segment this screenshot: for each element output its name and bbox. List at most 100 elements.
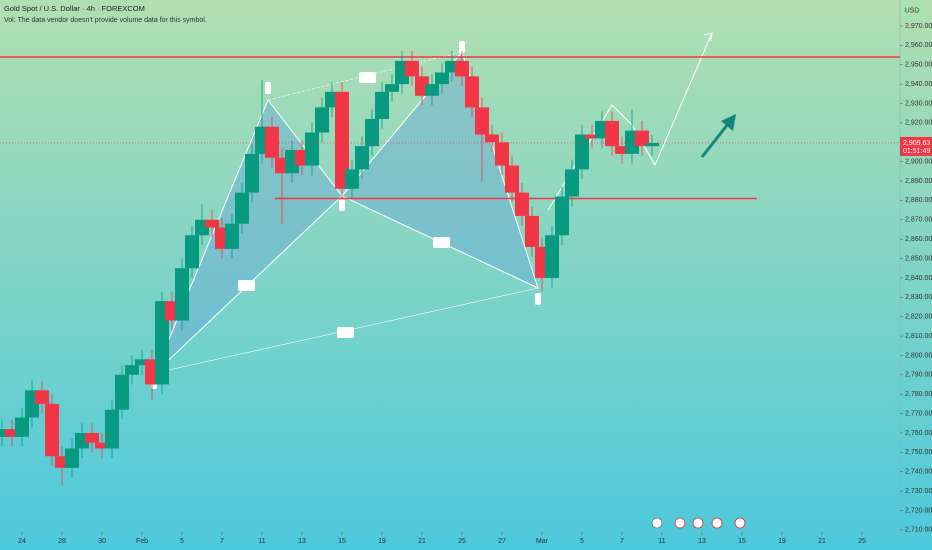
candle-body	[5, 429, 19, 437]
y-tick-label: 2,820.00	[905, 314, 932, 321]
candle-body	[335, 91, 349, 189]
candle-body	[125, 365, 139, 375]
candle-body	[645, 142, 659, 147]
candle-body	[545, 235, 559, 278]
candle-body	[445, 60, 459, 73]
candle-body	[135, 359, 149, 366]
candle-body	[205, 219, 219, 228]
candle-body	[515, 192, 529, 216]
candle-body	[435, 72, 449, 85]
pattern-label	[337, 327, 354, 338]
event-icon	[734, 517, 746, 529]
y-tick-label: 2,750.00	[905, 449, 932, 456]
candle-body	[355, 146, 369, 170]
unit-box	[902, 2, 922, 18]
candle-body	[585, 134, 599, 139]
y-tick-label: 2,840.00	[905, 275, 932, 282]
candle-body	[65, 448, 79, 468]
candle-body	[15, 417, 29, 437]
y-tick-label: 2,770.00	[905, 410, 932, 417]
y-tick-label: 2,730.00	[905, 488, 932, 495]
trend-arrow	[700, 123, 730, 158]
candle-body	[95, 442, 109, 449]
y-tick-label: 2,870.00	[905, 217, 932, 224]
pattern-label	[433, 237, 450, 248]
y-tick-label: 2,880.00	[905, 197, 932, 204]
candle-body	[365, 118, 379, 147]
y-tick-label: 2,720.00	[905, 507, 932, 514]
event-icon	[711, 517, 723, 529]
candle-body	[425, 84, 439, 96]
candle-body	[575, 134, 589, 170]
candle-body	[55, 456, 69, 468]
x-tick-label: 11	[658, 538, 665, 545]
candle-body	[475, 107, 489, 135]
x-tick-label: Feb	[136, 538, 148, 545]
chart-title: Gold Spot / U.S. Dollar · 4h · FOREXCOM	[4, 4, 145, 13]
candle-body	[45, 403, 59, 457]
pattern-label	[238, 280, 255, 291]
pattern-point	[339, 199, 345, 211]
candle-body	[405, 60, 419, 77]
y-tick-label: 2,850.00	[905, 255, 932, 262]
event-icon	[651, 517, 663, 529]
pattern-line	[267, 51, 463, 101]
candle-body	[375, 91, 389, 119]
candle-body	[185, 235, 199, 269]
candle-body	[175, 268, 189, 321]
y-tick-label: 2,800.00	[905, 352, 932, 359]
candle-body	[235, 192, 249, 224]
candle-body	[565, 169, 579, 197]
candle-body	[305, 132, 319, 166]
event-icon	[692, 517, 704, 529]
y-tick-label: 2,760.00	[905, 430, 932, 437]
pattern-label	[359, 72, 376, 83]
candle-body	[315, 107, 329, 133]
x-tick-label: 28	[58, 538, 66, 545]
candle-body	[0, 429, 9, 437]
candle-body	[635, 130, 649, 147]
candle-body	[555, 196, 569, 236]
y-tick-label: 2,940.00	[905, 81, 932, 88]
pattern-point	[535, 293, 541, 305]
x-tick-label: 27	[498, 538, 506, 545]
pattern-point	[265, 82, 271, 94]
candle-body	[455, 60, 469, 77]
y-tick-label: 2,890.00	[905, 178, 932, 185]
x-tick-label: 5	[180, 538, 184, 545]
x-tick-label: 13	[298, 538, 306, 545]
candle-body	[465, 76, 479, 108]
x-tick-label: 21	[818, 538, 826, 545]
candle-body	[495, 142, 509, 166]
candle-body	[615, 146, 629, 154]
x-tick-label: 13	[698, 538, 706, 545]
candle-body	[105, 409, 119, 449]
x-tick-label: 24	[18, 538, 26, 545]
y-tick-label: 2,920.00	[905, 120, 932, 127]
candle-body	[485, 134, 499, 143]
y-tick-label: 2,900.00	[905, 158, 932, 165]
y-tick-label: 2,790.00	[905, 372, 932, 379]
event-icons	[651, 517, 746, 529]
projection-arrowhead	[703, 32, 713, 42]
y-tick-label: 2,780.00	[905, 391, 932, 398]
last-price-label: 2,909.63	[903, 140, 930, 147]
x-tick-label: 15	[338, 538, 346, 545]
y-tick-label: 2,740.00	[905, 469, 932, 476]
candle-body	[265, 126, 279, 158]
y-tick-label: 2,960.00	[905, 42, 932, 49]
y-tick-label: 2,810.00	[905, 333, 932, 340]
candle-body	[525, 215, 539, 247]
y-tick-label: 2,860.00	[905, 236, 932, 243]
y-tick-label: 2,710.00	[905, 527, 932, 534]
x-tick-label: Mar	[536, 538, 549, 545]
x-tick-label: 7	[620, 538, 624, 545]
y-tick-label: 2,930.00	[905, 100, 932, 107]
candle-body	[225, 223, 239, 249]
x-tick-label: 25	[858, 538, 866, 545]
y-tick-label: 2,970.00	[905, 23, 932, 30]
x-tick-label: 25	[458, 538, 466, 545]
candle-body	[605, 120, 619, 147]
y-tick-label: 2,830.00	[905, 294, 932, 301]
